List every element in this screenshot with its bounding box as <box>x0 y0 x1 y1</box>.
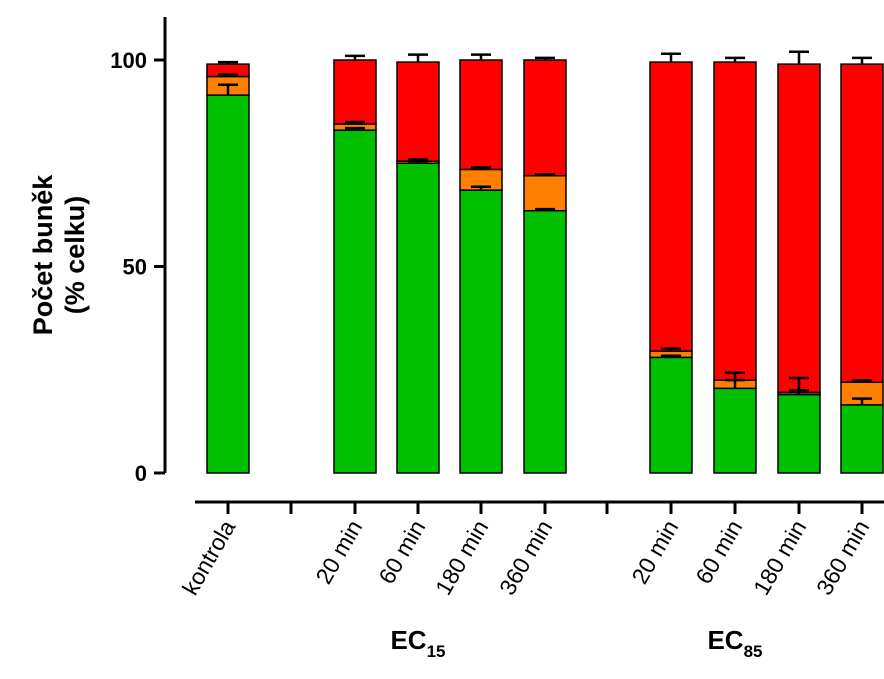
bar-segment-1 <box>713 387 757 474</box>
bar-segment-1 <box>649 356 693 474</box>
bar-segment-1 <box>523 209 567 474</box>
bar-segment-3 <box>840 63 884 383</box>
group-label: EC85 <box>707 625 762 661</box>
bar-segment-1 <box>333 129 377 474</box>
bar-segment-3 <box>777 63 821 394</box>
bar-segment-3 <box>649 61 693 352</box>
bar-segment-3 <box>396 61 440 162</box>
bar-segment-2 <box>523 174 567 212</box>
y-axis-title-line1: Počet buněk <box>28 174 58 336</box>
bar-segment-1 <box>206 94 250 474</box>
bar-segment-3 <box>523 59 567 177</box>
x-category-label: 60 min <box>373 516 430 589</box>
bar-segment-3 <box>713 61 757 381</box>
y-tick-label: 0 <box>135 461 147 486</box>
x-category-label: 20 min <box>310 516 367 589</box>
y-tick-label: 50 <box>123 255 147 280</box>
bar-segment-1 <box>396 162 440 474</box>
x-category-label: 360 min <box>494 516 557 600</box>
bar-segment-3 <box>459 59 503 171</box>
bar-segment-1 <box>459 189 503 474</box>
x-category-label: 180 min <box>430 516 493 600</box>
bar-segment-1 <box>840 404 884 474</box>
bars-layer <box>206 50 884 474</box>
bar-segment-1 <box>777 393 821 474</box>
y-tick-label: 100 <box>110 48 147 73</box>
x-category-label: kontrola <box>177 515 241 599</box>
axes-layer <box>154 17 884 514</box>
x-category-label: 180 min <box>748 516 811 600</box>
x-category-label: 360 min <box>811 516 874 600</box>
group-label: EC15 <box>390 625 445 661</box>
x-category-label: 20 min <box>626 516 683 589</box>
bar-segment-3 <box>333 59 377 125</box>
y-axis-title-line2: (% celku) <box>60 196 90 315</box>
x-category-label: 60 min <box>690 516 747 589</box>
